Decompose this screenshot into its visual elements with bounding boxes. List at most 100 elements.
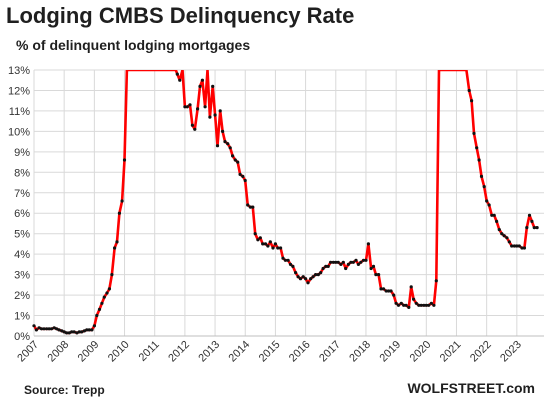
- data-point: [429, 301, 433, 305]
- series-lines: [34, 70, 538, 335]
- y-tick-label: 4%: [14, 249, 30, 261]
- data-point: [215, 144, 220, 148]
- data-point: [261, 242, 265, 246]
- data-point: [495, 219, 499, 223]
- y-tick-label: 5%: [14, 229, 30, 241]
- y-tick-label: 9%: [14, 147, 30, 159]
- data-point: [276, 246, 280, 250]
- data-point: [434, 279, 438, 283]
- x-tick-label: 2011: [137, 339, 162, 364]
- data-point: [218, 109, 222, 113]
- data-point: [472, 131, 476, 135]
- data-point: [228, 146, 232, 150]
- data-point: [256, 238, 260, 242]
- data-point: [85, 328, 89, 332]
- chart-subtitle: % of delinquent lodging mortgages: [16, 37, 251, 53]
- data-point: [427, 303, 431, 307]
- data-point: [248, 205, 252, 209]
- data-point: [251, 205, 255, 209]
- data-point: [62, 330, 66, 334]
- data-point: [190, 123, 194, 127]
- data-point: [107, 287, 111, 291]
- data-point: [407, 305, 411, 309]
- data-point: [65, 331, 69, 335]
- x-tick-label: 2014: [227, 339, 253, 365]
- data-point: [95, 313, 99, 318]
- data-point: [49, 327, 54, 331]
- y-tick-label: 0%: [14, 331, 30, 343]
- data-point: [394, 301, 398, 305]
- series-line: [34, 70, 538, 335]
- data-point: [517, 244, 521, 248]
- data-point: [208, 115, 212, 119]
- data-point: [80, 330, 84, 334]
- y-tick-label: 13%: [8, 65, 30, 77]
- data-point: [213, 113, 217, 117]
- data-point: [507, 240, 511, 244]
- data-point: [331, 260, 335, 264]
- data-point: [117, 211, 121, 215]
- data-point: [414, 301, 418, 305]
- y-tick-label: 7%: [14, 188, 30, 200]
- data-point: [288, 262, 293, 266]
- data-point: [502, 234, 506, 238]
- data-point: [512, 244, 517, 248]
- data-point: [424, 303, 428, 307]
- data-point: [279, 246, 283, 250]
- x-tick-label: 2013: [196, 339, 222, 365]
- data-point: [193, 127, 197, 131]
- data-point: [296, 275, 300, 279]
- data-point: [356, 262, 360, 266]
- data-point: [200, 78, 204, 82]
- data-point: [522, 246, 527, 250]
- data-point: [402, 303, 406, 307]
- data-point: [77, 330, 81, 334]
- data-point: [510, 244, 514, 248]
- data-point: [291, 264, 295, 268]
- data-point: [57, 328, 61, 332]
- data-point: [82, 329, 86, 333]
- data-point: [384, 289, 388, 293]
- data-point: [301, 275, 305, 279]
- data-point: [253, 232, 257, 236]
- data-point: [37, 326, 41, 330]
- data-point: [90, 328, 94, 332]
- data-point: [188, 103, 192, 107]
- data-point: [485, 199, 489, 203]
- data-point: [243, 178, 247, 183]
- data-point: [359, 260, 363, 264]
- data-point: [500, 232, 504, 236]
- data-point: [55, 327, 59, 331]
- data-point: [238, 172, 242, 176]
- data-point: [354, 258, 358, 262]
- data-point: [351, 260, 355, 264]
- grid: [33, 69, 544, 337]
- data-point: [268, 240, 272, 244]
- data-point: [479, 174, 484, 178]
- data-point: [283, 258, 287, 262]
- data-point: [329, 260, 333, 264]
- data-point: [520, 246, 524, 250]
- y-tick-label: 12%: [8, 85, 30, 97]
- y-tick-label: 8%: [14, 167, 30, 179]
- data-point: [334, 260, 338, 264]
- data-point: [246, 203, 250, 207]
- x-tick-label: 2020: [408, 339, 434, 365]
- data-point: [392, 293, 396, 297]
- source-note: Source: Trepp: [24, 383, 105, 397]
- data-point: [72, 330, 76, 334]
- x-tick-label: 2022: [468, 339, 494, 365]
- data-point: [113, 246, 117, 250]
- data-point: [419, 303, 423, 307]
- data-point: [87, 328, 91, 332]
- data-point: [105, 291, 109, 295]
- data-point: [379, 287, 383, 291]
- data-point: [211, 84, 215, 88]
- data-point: [417, 303, 421, 307]
- data-point: [233, 158, 237, 162]
- data-point: [412, 297, 416, 301]
- data-point: [286, 258, 290, 262]
- data-point: [369, 266, 373, 271]
- data-point: [32, 324, 36, 328]
